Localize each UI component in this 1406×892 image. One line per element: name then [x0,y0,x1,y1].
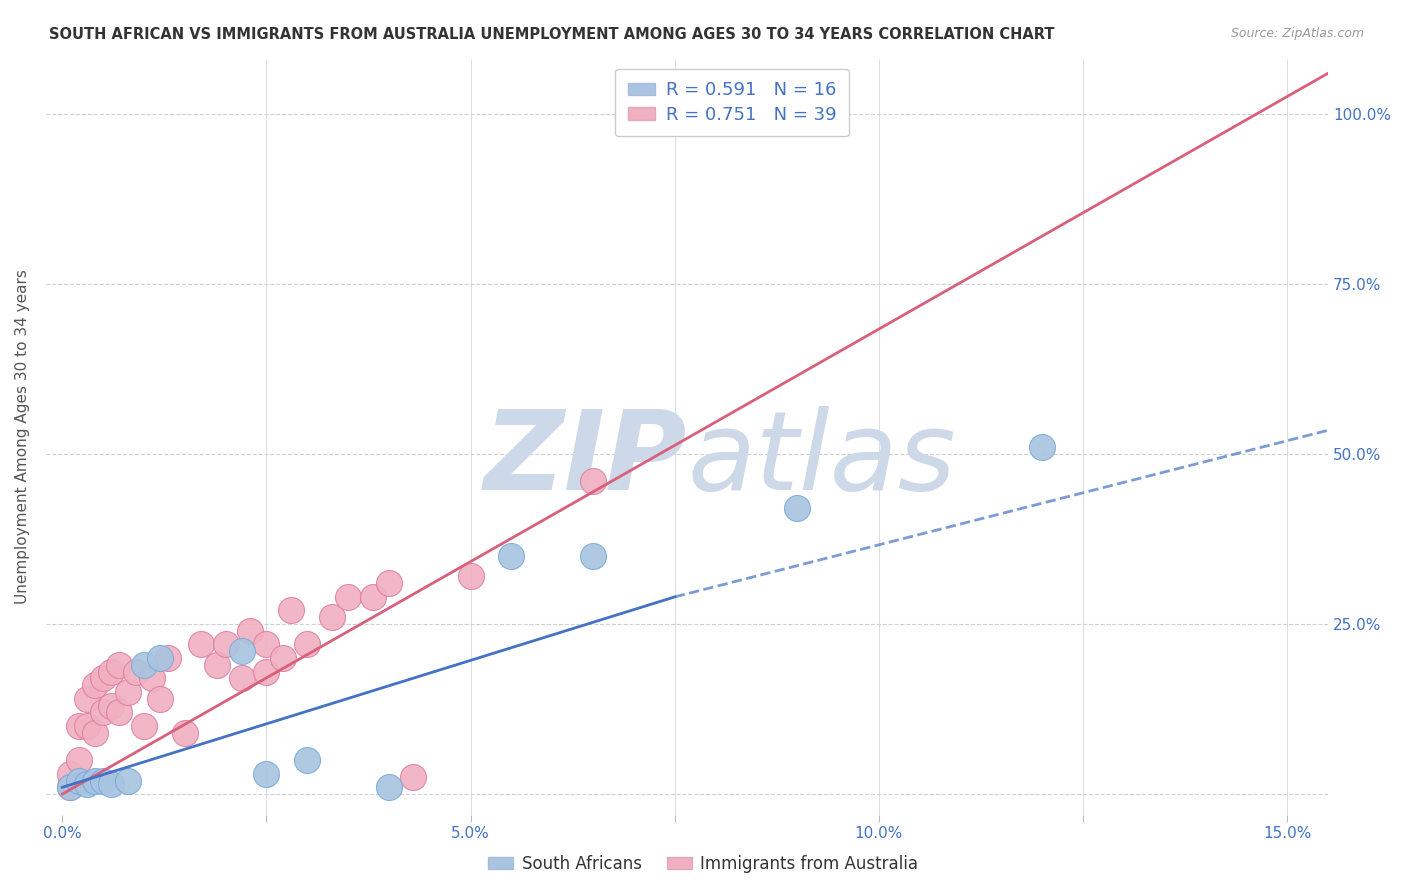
Point [59,780,82,795]
Text: Source: ZipAtlas.com: Source: ZipAtlas.com [1230,27,1364,40]
Point [378,780,401,795]
Point [207,657,229,672]
Point [786,107,808,121]
Point [84,726,107,740]
Point [256,766,278,780]
Point [67,773,90,788]
Point [378,576,401,591]
Point [231,644,253,658]
Point [173,726,195,740]
Point [141,672,163,686]
Text: atlas: atlas [688,406,956,513]
Point [256,665,278,679]
Point [132,657,155,672]
Point [117,773,139,788]
Point [100,665,122,679]
Point [132,719,155,733]
Point [337,590,360,604]
Point [76,777,98,791]
Text: SOUTH AFRICAN VS IMMIGRANTS FROM AUSTRALIA UNEMPLOYMENT AMONG AGES 30 TO 34 YEAR: SOUTH AFRICAN VS IMMIGRANTS FROM AUSTRAL… [49,27,1054,42]
Point [361,590,384,604]
Point [402,770,425,784]
Point [239,624,262,638]
Point [149,651,172,665]
Point [149,692,172,706]
Point [67,719,90,733]
Point [125,665,148,679]
Point [271,651,294,665]
Point [100,777,122,791]
Point [280,603,302,617]
Point [256,638,278,652]
Point [108,657,131,672]
Text: ZIP: ZIP [484,406,688,513]
Point [84,773,107,788]
Point [84,678,107,692]
Point [190,638,212,652]
Point [582,549,605,563]
Point [91,706,114,720]
Point [582,475,605,489]
Point [108,706,131,720]
Point [67,753,90,767]
Point [76,719,98,733]
Point [231,672,253,686]
Legend: R = 0.591   N = 16, R = 0.751   N = 39: R = 0.591 N = 16, R = 0.751 N = 39 [614,69,849,136]
Point [1031,440,1053,454]
Point [786,501,808,516]
Point [157,651,180,665]
Point [214,638,236,652]
Point [117,685,139,699]
Y-axis label: Unemployment Among Ages 30 to 34 years: Unemployment Among Ages 30 to 34 years [15,269,30,605]
Point [100,698,122,713]
Point [91,672,114,686]
Point [460,569,482,583]
Point [76,692,98,706]
Point [297,753,319,767]
Legend: South Africans, Immigrants from Australia: South Africans, Immigrants from Australi… [481,848,925,880]
Point [321,610,343,624]
Point [297,638,319,652]
Point [59,780,82,795]
Point [91,773,114,788]
Point [59,766,82,780]
Point [501,549,523,563]
